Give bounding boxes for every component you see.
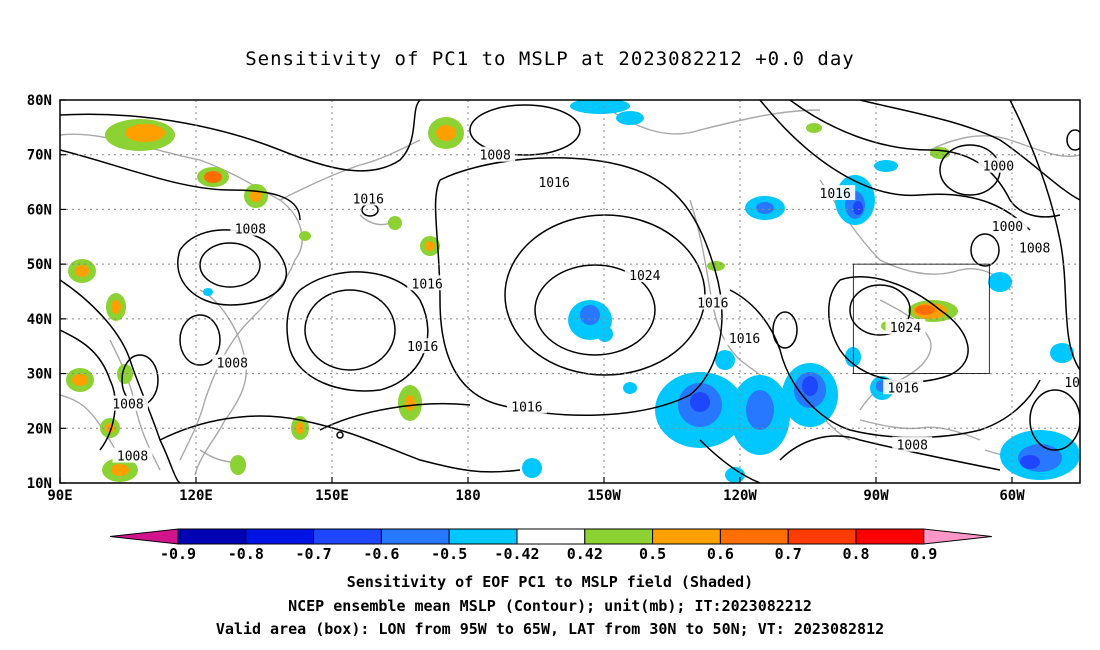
colorbar-label: -0.9 (160, 545, 196, 563)
lat-tick-label: 60N (27, 202, 52, 218)
map-plot-area: 1008 1016 1016 1008 1024 1016 1016 1000 1000 1008… (60, 100, 1095, 483)
contour-label-bg (506, 398, 547, 414)
contour-label-bg (692, 294, 733, 310)
contour-label-bg (978, 157, 1019, 173)
valid-area-box (852, 263, 990, 374)
colorbar-label: 0.6 (707, 545, 734, 563)
lon-tick-label: 150W (587, 488, 621, 504)
lat-tick-label: 10N (27, 476, 52, 492)
lat-tick-label: 70N (27, 148, 52, 164)
contour-label: 1016 (511, 400, 542, 415)
contour-label-bg (885, 319, 926, 335)
lon-tick-label: 120W (723, 488, 757, 504)
colorbar-high-extension (923, 528, 992, 545)
lat-tick-label: 50N (27, 257, 52, 273)
contour-label-bg (112, 447, 153, 463)
contour-label: 1016 (697, 296, 728, 311)
contour-label-bg (407, 275, 448, 291)
lon-tick-label: 90W (863, 488, 889, 504)
colorbar-label: -0.7 (296, 545, 332, 563)
contour-label-bg (987, 217, 1028, 233)
colorbar-segment (177, 528, 247, 545)
contour-label-bg (230, 220, 271, 236)
contour-label-bg (724, 330, 765, 346)
contour-label-bg (1060, 373, 1080, 389)
lon-tick-label: 90E (47, 488, 72, 504)
contour-label: 1008 (112, 398, 143, 413)
contour-label: 1000 (983, 160, 1014, 175)
contour-label-bg (108, 395, 148, 411)
contour-label-bg (883, 379, 924, 395)
contour-label-bg (1014, 239, 1055, 255)
colorbar-label: 0.7 (775, 545, 802, 563)
colorbar-segment (245, 528, 315, 545)
colorbar-segment (652, 528, 721, 545)
lat-tick-label: 80N (27, 93, 52, 109)
lon-tick-label: 120E (179, 488, 213, 504)
latitude-axis: 80N 70N 60N 50N 40N 30N 20N 10N (27, 93, 66, 492)
colorbar-segment (855, 528, 925, 545)
contour-label-bg (402, 338, 443, 354)
colorbar-label: 0.8 (842, 545, 869, 563)
colorbar-label: 0.42 (567, 545, 603, 563)
contour-label: 1008 (897, 439, 928, 454)
contour-label: 1024 (629, 269, 660, 284)
colorbar: -0.9 -0.8 -0.7 -0.6 -0.5 -0.42 0.42 0.5 0.6 0.7 0.… (109, 528, 992, 563)
colorbar-segment (719, 528, 789, 545)
lon-tick-label: 180 (455, 488, 480, 504)
longitude-axis: 90E 120E 150E 180 150W 120W 90W 60W (47, 477, 1025, 504)
mslp-contours (60, 100, 1080, 483)
colorbar-segment (787, 528, 857, 545)
colorbar-label: -0.6 (363, 545, 399, 563)
contour-label-bg (892, 436, 933, 452)
contour-label: 1016 (412, 277, 443, 292)
caption-line-1: Sensitivity of EOF PC1 to MSLP field (Sh… (346, 573, 754, 591)
graticule-grid (60, 100, 1080, 483)
contour-label: 1008 (235, 223, 266, 238)
contour-label: 1016 (820, 187, 851, 202)
chart-title: Sensitivity of PC1 to MSLP at 2023082212… (245, 48, 855, 70)
contour-label-bg (815, 185, 856, 201)
contour-label: 1016 (1064, 376, 1095, 391)
contour-label: 1000 (992, 220, 1023, 235)
caption-line-3: Valid area (box): LON from 95W to 65W, L… (215, 620, 885, 638)
contour-label-bg (534, 174, 575, 190)
contour-label-bg (475, 146, 516, 162)
contour-label: 1024 (890, 321, 921, 336)
contour-label-bg (212, 354, 253, 370)
caption-line-2: NCEP ensemble mean MSLP (Contour); unit(… (288, 597, 812, 615)
map-frame (59, 99, 1081, 484)
colorbar-segment (584, 528, 654, 545)
lon-tick-label: 60W (999, 488, 1025, 504)
contour-label: 1008 (117, 450, 148, 465)
contour-label: 1016 (538, 176, 569, 191)
lon-tick-label: 150E (315, 488, 349, 504)
colorbar-segment (516, 528, 586, 545)
colorbar-segment (313, 528, 382, 545)
colorbar-segment (380, 528, 450, 545)
contour-labels: 1008 1016 1016 1008 1024 1016 1016 1000 1000 1008… (108, 146, 1095, 465)
colorbar-segment (448, 528, 518, 545)
contour-label: 1008 (480, 149, 511, 164)
contour-label: 1016 (407, 340, 438, 355)
contour-label: 1016 (888, 381, 919, 396)
colorbar-label: -0.8 (228, 545, 264, 563)
lat-tick-label: 20N (27, 421, 52, 437)
contour-label: 1016 (353, 192, 384, 207)
colorbar-low-extension (109, 528, 179, 545)
contour-label-bg (348, 190, 389, 206)
lat-tick-label: 30N (27, 367, 52, 383)
contour-label: 1008 (1019, 242, 1050, 257)
colorbar-label: -0.5 (431, 545, 467, 563)
lat-tick-label: 40N (27, 312, 52, 328)
contour-label: 1008 (217, 357, 248, 372)
colorbar-label: 0.9 (910, 545, 937, 563)
colorbar-label: 0.5 (639, 545, 666, 563)
contour-label-bg (624, 267, 665, 283)
colorbar-label: -0.42 (494, 545, 539, 563)
contour-label: 1016 (729, 332, 760, 347)
